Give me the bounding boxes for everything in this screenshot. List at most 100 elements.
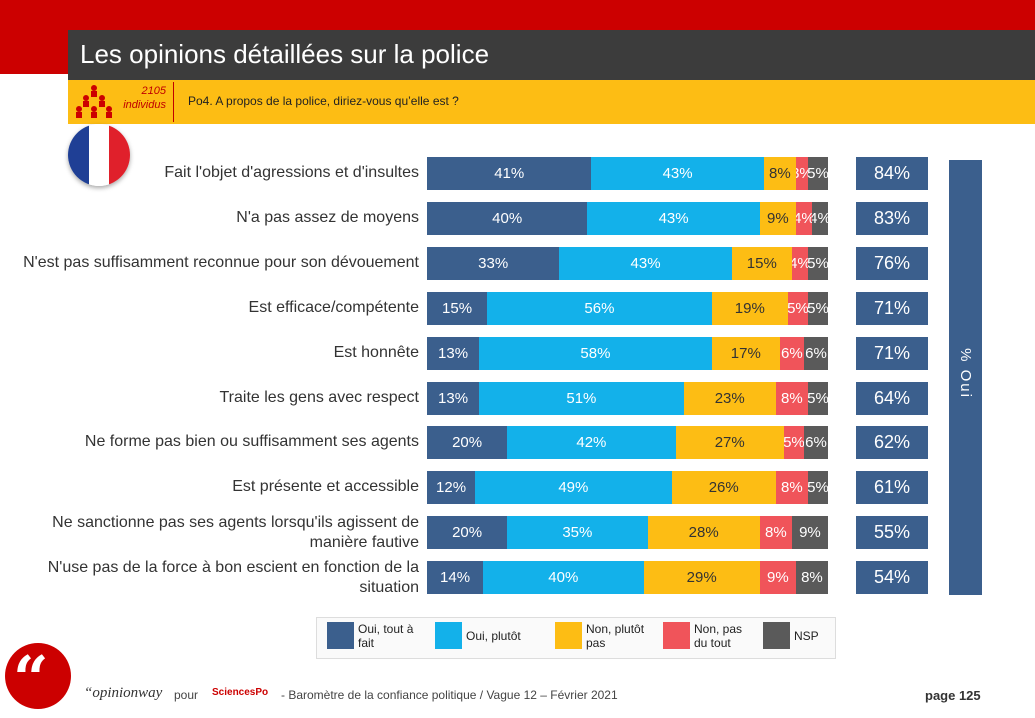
title-bar: Les opinions détaillées sur la police bbox=[68, 30, 1035, 80]
total-oui-value: 76% bbox=[856, 246, 928, 280]
legend-swatch bbox=[555, 622, 582, 649]
bar-segment: 15% bbox=[731, 246, 792, 280]
sample-unit: individus bbox=[123, 99, 166, 111]
bar-segment: 41% bbox=[427, 157, 592, 190]
stacked-bar: 14% 40% 29% 9% 8% bbox=[427, 561, 828, 595]
bar-segment: 42% bbox=[507, 426, 676, 460]
bar-segment: 28% bbox=[647, 516, 760, 550]
bar-segment: 6% bbox=[803, 336, 828, 370]
legend-swatch bbox=[663, 622, 690, 649]
bar-segment: 13% bbox=[427, 381, 480, 415]
row-label: N'a pas assez de moyens bbox=[236, 208, 419, 226]
legend-swatch bbox=[763, 622, 790, 649]
total-oui-value: 83% bbox=[856, 201, 928, 235]
total-oui-value: 84% bbox=[856, 157, 928, 190]
legend-item: Non, pas du tout bbox=[663, 622, 742, 650]
bar-segment: 20% bbox=[427, 516, 508, 550]
row-label: Est efficace/compétente bbox=[248, 298, 419, 316]
stacked-bar: 13% 58% 17% 6% 6% bbox=[427, 336, 828, 370]
bar-segment: 14% bbox=[427, 561, 484, 595]
stacked-bar: 15% 56% 19% 5% 5% bbox=[427, 291, 828, 325]
page-title: Les opinions détaillées sur la police bbox=[80, 39, 490, 69]
partner-logo: SciencesPo bbox=[212, 687, 269, 698]
row-label: Traite les gens avec respect bbox=[219, 388, 420, 406]
bar-segment: 3% bbox=[795, 157, 808, 190]
bar-segment: 9% bbox=[759, 561, 796, 595]
legend-swatch bbox=[327, 622, 354, 649]
bar-segment: 4% bbox=[791, 246, 808, 280]
row-label: N'use pas de la force à bon escient en f… bbox=[47, 559, 419, 597]
bar-segment: 5% bbox=[783, 426, 804, 460]
bar-segment: 5% bbox=[787, 291, 808, 325]
bar-segment: 56% bbox=[487, 291, 712, 325]
row-label: Fait l'objet d'agressions et d'insultes bbox=[164, 164, 419, 181]
footer-text: - Baromètre de la confiance politique / … bbox=[281, 688, 618, 702]
row-label: N'est pas suffisamment reconnue pour son… bbox=[23, 253, 419, 271]
bar-segment: 58% bbox=[479, 336, 712, 370]
sample-count: 2105 bbox=[141, 85, 166, 97]
bar-segment: 20% bbox=[427, 426, 508, 460]
quote-mark-icon: “ bbox=[13, 642, 49, 715]
bar-segment: 5% bbox=[807, 157, 828, 190]
total-oui-value: 61% bbox=[856, 471, 928, 505]
bar-segment: 40% bbox=[427, 201, 588, 235]
stacked-bar: 12% 49% 26% 8% 5% bbox=[427, 471, 828, 505]
bar-segment: 43% bbox=[587, 201, 760, 235]
bar-segment: 27% bbox=[675, 426, 784, 460]
stacked-bar: 13% 51% 23% 8% 5% bbox=[427, 381, 828, 415]
bar-segment: 8% bbox=[759, 516, 792, 550]
total-oui-value: 64% bbox=[856, 381, 928, 415]
bar-segment: 5% bbox=[807, 246, 828, 280]
legend-label: Non, pas du tout bbox=[694, 622, 743, 650]
legend-item: Oui, tout à fait bbox=[327, 622, 413, 650]
bar-segment: 19% bbox=[711, 291, 788, 325]
page-number: page 125 bbox=[925, 688, 981, 703]
bar-segment: 4% bbox=[811, 201, 828, 235]
bar-segment: 9% bbox=[759, 201, 796, 235]
stacked-bar: 41%43%8%3%5% bbox=[427, 157, 828, 190]
bar-segment: 9% bbox=[791, 516, 828, 550]
bar-segment: 6% bbox=[779, 336, 804, 370]
legend-item: NSP bbox=[763, 622, 819, 649]
bar-segment: 43% bbox=[591, 157, 764, 190]
bar-segment: 29% bbox=[643, 561, 760, 595]
total-oui-value: 71% bbox=[856, 291, 928, 325]
total-oui-value: 54% bbox=[856, 561, 928, 595]
bar-segment: 5% bbox=[807, 291, 828, 325]
row-label: Ne forme pas bien ou suffisamment ses ag… bbox=[84, 433, 419, 451]
bar-segment: 43% bbox=[559, 246, 732, 280]
bar-segment: 35% bbox=[507, 516, 648, 550]
bar-segment: 6% bbox=[803, 426, 828, 460]
total-oui-value: 55% bbox=[856, 516, 928, 550]
bar-segment: 15% bbox=[427, 291, 488, 325]
bar-segment: 12% bbox=[427, 471, 476, 505]
legend-label: Oui, plutôt bbox=[466, 629, 521, 643]
row-label: Est honnête bbox=[333, 343, 419, 361]
total-oui-value: 71% bbox=[856, 336, 928, 370]
bar-segment: 8% bbox=[775, 471, 808, 505]
brand-name: “opinionway bbox=[84, 685, 163, 701]
footer-pour: pour bbox=[174, 688, 199, 702]
legend-item: Oui, plutôt bbox=[435, 622, 521, 649]
legend-item: Non, plutôt pas bbox=[555, 622, 644, 650]
row-label: Ne sanctionne pas ses agents lorsqu'ils … bbox=[52, 514, 419, 552]
stacked-bar: 20% 35% 28% 8% 9% bbox=[427, 516, 828, 550]
question-divider bbox=[173, 82, 174, 122]
bar-segment: 8% bbox=[795, 561, 828, 595]
bar-segment: 23% bbox=[683, 381, 776, 415]
bar-segment: 17% bbox=[711, 336, 780, 370]
bar-segment: 13% bbox=[427, 336, 480, 370]
bar-segment: 8% bbox=[775, 381, 808, 415]
question-bar: 2105 individus Po4. A propos de la polic… bbox=[68, 80, 1035, 124]
bar-segment: 4% bbox=[795, 201, 812, 235]
stacked-bar: 40%43%9%4%4% bbox=[427, 201, 828, 235]
bar-segment: 5% bbox=[807, 381, 828, 415]
total-oui-value: 62% bbox=[856, 426, 928, 460]
stacked-bar: 33%43%15%4%5% bbox=[427, 246, 828, 280]
legend-swatch bbox=[435, 622, 462, 649]
legend-label: NSP bbox=[794, 629, 819, 643]
bar-segment: 33% bbox=[427, 246, 560, 280]
bar-segment: 40% bbox=[483, 561, 644, 595]
bar-segment: 51% bbox=[479, 381, 684, 415]
legend-label: Oui, tout à fait bbox=[358, 622, 414, 650]
